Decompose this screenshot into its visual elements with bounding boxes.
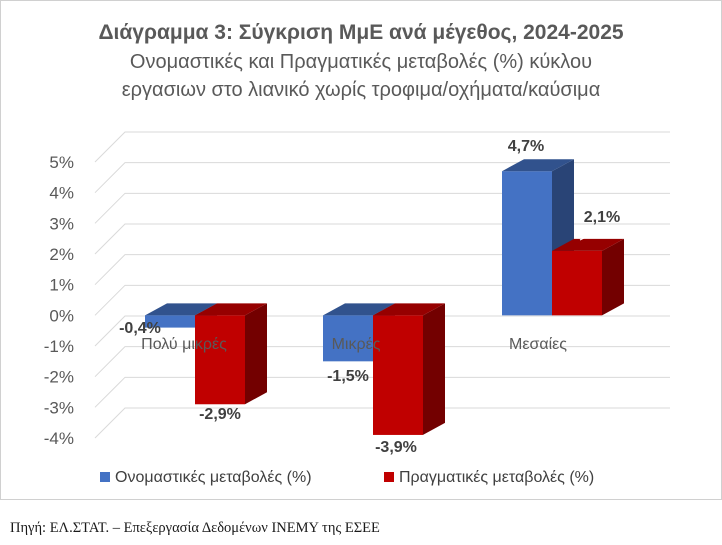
bar <box>552 238 624 316</box>
data-label: -1,5% <box>327 368 369 385</box>
bar-front <box>552 250 602 316</box>
category-labels: Πολύ μικρές Μικρές Μεσαίες <box>141 336 567 353</box>
bar-side <box>423 303 445 435</box>
y-tick-label: -1% <box>44 337 74 356</box>
data-labels: -0,4% -2,9% -1,5% -3,9% 4,7% 2,1% <box>119 138 620 456</box>
data-label: -0,4% <box>119 320 161 337</box>
data-label: 2,1% <box>584 209 620 226</box>
legend-item: Πραγματικές μεταβολές (%) <box>384 469 594 486</box>
gridline <box>94 162 670 194</box>
bar-top <box>552 238 624 251</box>
bar-front <box>502 171 552 316</box>
legend-swatch <box>384 472 394 482</box>
y-axis-ticks: 5% 4% 3% 2% 1% 0% -1% -2% -3% -4% <box>44 153 74 448</box>
legend-item: Ονομαστικές μεταβολές (%) <box>100 469 312 486</box>
gridline <box>94 346 670 378</box>
chart: Διάγραμμα 3: Σύγκριση ΜμΕ ανά μέγεθος, 2… <box>0 0 722 500</box>
bar-front <box>373 315 423 435</box>
bar-front <box>145 315 195 328</box>
gridline <box>94 254 670 286</box>
chart-title: Διάγραμμα 3: Σύγκριση ΜμΕ ανά μέγεθος, 2… <box>98 21 623 44</box>
gridline <box>94 131 670 163</box>
chart-subtitle-line-1: Ονομαστικές και Πραγματικές μεταβολές (%… <box>130 51 592 73</box>
gridline <box>94 407 670 439</box>
bars <box>145 159 624 435</box>
bar-front <box>195 315 245 405</box>
y-tick-label: 5% <box>49 153 74 172</box>
bar-side <box>245 303 267 405</box>
category-label: Πολύ μικρές <box>141 336 227 353</box>
gridlines <box>94 131 670 439</box>
bar-top <box>323 303 395 316</box>
legend-swatch <box>100 472 110 482</box>
bar-top <box>373 303 445 316</box>
bar-top <box>502 159 574 172</box>
data-label: 4,7% <box>508 138 544 155</box>
leader-line <box>579 229 601 241</box>
legend: Ονομαστικές μεταβολές (%) Πραγματικές μετ… <box>100 469 594 486</box>
gridline <box>94 376 670 408</box>
y-tick-label: 0% <box>49 306 74 325</box>
y-tick-label: 1% <box>49 276 74 295</box>
bar-side <box>602 238 624 316</box>
bar <box>373 303 445 435</box>
chart-frame: Διάγραμμα 3: Σύγκριση ΜμΕ ανά μέγεθος, 2… <box>0 0 722 500</box>
y-tick-label: -2% <box>44 368 74 387</box>
gridline <box>94 315 670 347</box>
bar <box>195 303 267 405</box>
bar-front <box>323 315 373 362</box>
category-label: Μεσαίες <box>509 336 567 353</box>
bar-top <box>145 303 217 316</box>
legend-label: Πραγματικές μεταβολές (%) <box>399 469 594 486</box>
data-label: -2,9% <box>199 406 241 423</box>
y-tick-label: 4% <box>49 184 74 203</box>
gridline <box>94 223 670 255</box>
y-tick-label: -4% <box>44 429 74 448</box>
gridline <box>94 284 670 316</box>
category-label: Μικρές <box>332 336 381 353</box>
chart-subtitle-line-2: εργασιων στο λιανικό χωρίς τροφιμα/οχήμα… <box>122 79 601 101</box>
y-tick-label: 2% <box>49 245 74 264</box>
legend-label: Ονομαστικές μεταβολές (%) <box>115 469 312 486</box>
bar-top <box>195 303 267 316</box>
y-tick-label: 3% <box>49 214 74 233</box>
y-tick-label: -3% <box>44 398 74 417</box>
gridline <box>94 192 670 224</box>
source-note: Πηγή: ΕΛ.ΣΤΑΤ. – Επεξεργασία Δεδομένων Ι… <box>10 520 380 536</box>
data-label: -3,9% <box>375 439 417 456</box>
